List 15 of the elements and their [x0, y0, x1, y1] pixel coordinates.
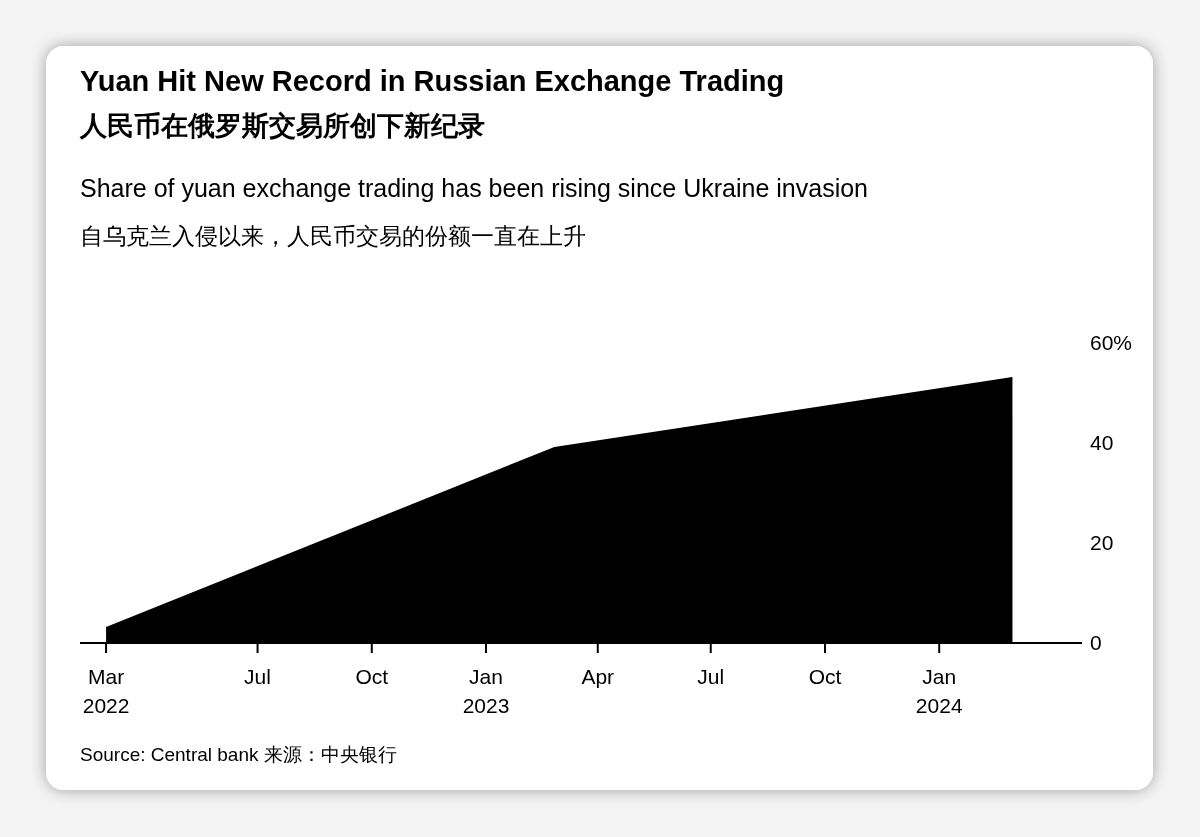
- y-tick-label: 40: [1090, 431, 1114, 455]
- x-tick-label: Oct: [355, 665, 389, 688]
- x-tick-label: Jul: [697, 665, 725, 688]
- source-note: Source: Central bank 来源：中央银行: [80, 744, 397, 765]
- chart-title: Yuan Hit New Record in Russian Exchange Trading 人民币在俄罗斯交易所创下新纪录: [79, 65, 785, 141]
- x-tick-label: Jan 2023: [462, 665, 510, 717]
- x-tick-label: Mar 2022: [82, 665, 130, 717]
- y-tick-label: 60%: [1090, 331, 1133, 355]
- chart-subtitle: Share of yuan exchange trading has been rising since Ukraine invasion 自乌克兰入侵以来，人民币交易的份额一直在上升: [80, 174, 868, 249]
- x-tick-label: Apr: [581, 665, 615, 688]
- y-tick-label: 20: [1090, 531, 1114, 555]
- x-tick-label: Jul: [244, 665, 271, 688]
- x-tick-label: Jan 2024: [915, 665, 963, 717]
- x-tick-label: Oct: [808, 665, 842, 688]
- y-tick-label: 0: [1090, 631, 1102, 655]
